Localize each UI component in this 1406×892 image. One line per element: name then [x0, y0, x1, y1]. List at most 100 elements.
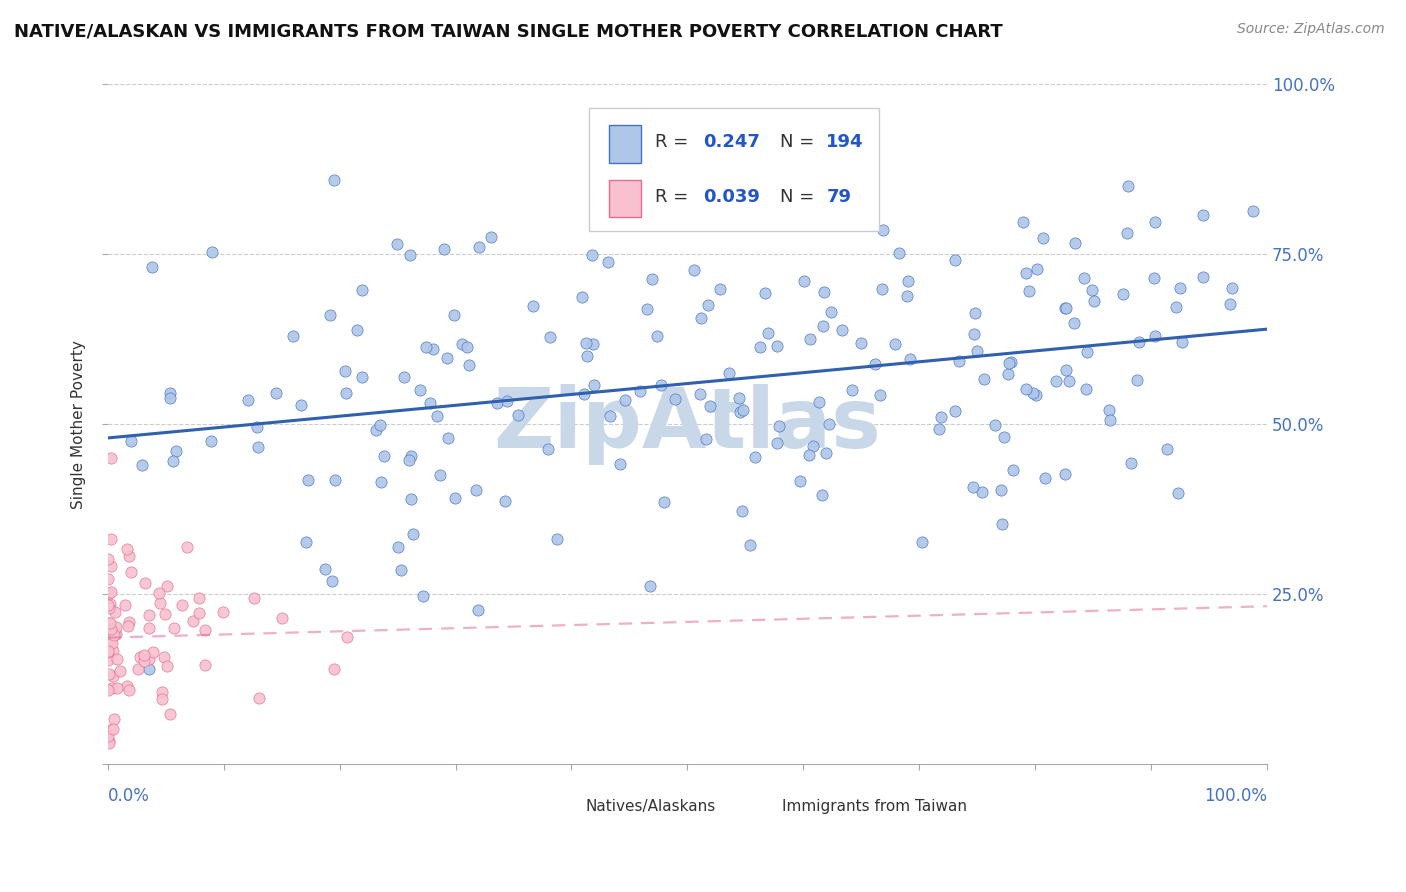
Point: [690, 311, 713, 326]
Point: [810, 488, 832, 502]
Point: [104, 620, 127, 634]
Point: [103, 722, 125, 736]
Point: [1083, 294, 1105, 309]
Point: [103, 627, 125, 641]
Point: [401, 491, 423, 506]
Point: [572, 386, 595, 401]
Text: ZipAtlas: ZipAtlas: [494, 384, 882, 465]
Point: [1022, 386, 1045, 401]
Point: [333, 364, 356, 378]
Point: [962, 480, 984, 494]
Point: [162, 621, 184, 635]
Point: [172, 598, 194, 612]
Point: [103, 624, 125, 639]
Point: [1063, 316, 1085, 330]
Point: [733, 402, 755, 417]
Point: [793, 274, 815, 288]
Text: R =: R =: [655, 187, 695, 205]
Point: [188, 606, 211, 620]
Point: [997, 367, 1019, 381]
Point: [1026, 262, 1049, 277]
Point: [1126, 373, 1149, 387]
Point: [636, 301, 658, 316]
Point: [1168, 281, 1191, 295]
Point: [768, 419, 790, 434]
Point: [973, 372, 995, 386]
Point: [156, 659, 179, 673]
Point: [1116, 179, 1139, 194]
Point: [1073, 271, 1095, 285]
Point: [97, 736, 120, 750]
Point: [1143, 270, 1166, 285]
Point: [385, 236, 408, 251]
FancyBboxPatch shape: [589, 108, 879, 230]
Point: [1171, 334, 1194, 349]
Point: [138, 621, 160, 635]
Point: [187, 591, 209, 605]
Point: [1056, 301, 1078, 315]
Point: [738, 538, 761, 552]
Point: [983, 417, 1005, 432]
Point: [323, 172, 346, 186]
Point: [97, 601, 120, 615]
Point: [97, 683, 120, 698]
Point: [546, 532, 568, 546]
Point: [366, 423, 388, 437]
Point: [97, 666, 120, 681]
Point: [103, 712, 125, 726]
Point: [426, 409, 449, 424]
Point: [1144, 329, 1167, 343]
Point: [437, 431, 460, 445]
Point: [614, 392, 637, 407]
Point: [132, 654, 155, 668]
Point: [444, 491, 467, 505]
Point: [993, 430, 1015, 444]
Point: [129, 650, 152, 665]
Point: [766, 436, 789, 450]
Point: [118, 615, 141, 630]
Point: [749, 340, 772, 354]
Point: [402, 527, 425, 541]
Y-axis label: Single Mother Poverty: Single Mother Poverty: [72, 340, 86, 508]
Point: [290, 397, 312, 411]
Point: [575, 336, 598, 351]
Point: [928, 421, 950, 435]
Point: [200, 434, 222, 448]
Point: [350, 284, 373, 298]
Point: [104, 605, 127, 619]
Point: [105, 651, 128, 665]
Point: [496, 394, 519, 409]
Point: [97, 644, 120, 658]
Point: [120, 434, 142, 448]
Point: [1032, 231, 1054, 245]
Point: [97, 585, 120, 599]
Point: [963, 326, 986, 341]
Point: [98, 597, 121, 611]
Point: [628, 384, 651, 398]
Text: 0.039: 0.039: [703, 187, 761, 205]
Point: [1167, 485, 1189, 500]
Point: [699, 399, 721, 413]
Point: [264, 386, 287, 401]
Point: [731, 503, 754, 517]
Point: [141, 260, 163, 274]
Point: [100, 451, 122, 466]
Point: [744, 450, 766, 464]
Point: [325, 473, 347, 487]
Point: [1076, 344, 1098, 359]
Point: [101, 636, 124, 650]
Point: [422, 342, 444, 356]
Point: [134, 575, 156, 590]
Point: [596, 255, 619, 269]
Point: [1053, 467, 1076, 482]
Point: [652, 494, 675, 508]
Point: [963, 306, 986, 320]
Point: [114, 598, 136, 612]
Point: [97, 599, 120, 613]
Point: [159, 385, 181, 400]
Point: [575, 349, 598, 363]
Point: [582, 378, 605, 392]
Point: [799, 332, 821, 346]
Point: [97, 621, 120, 635]
Point: [281, 329, 304, 343]
